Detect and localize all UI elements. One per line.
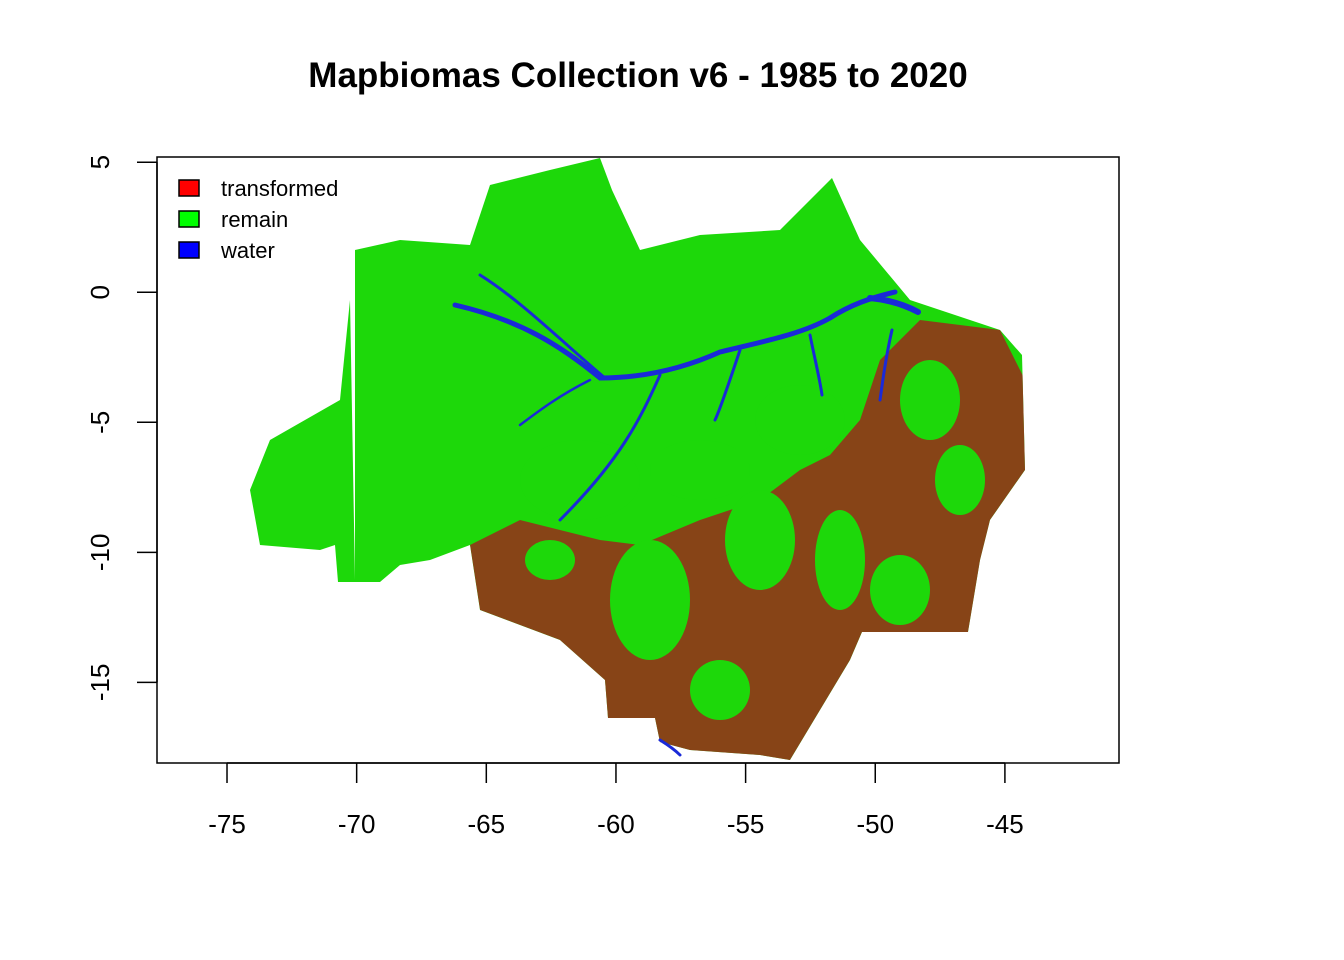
legend-label-remain: remain bbox=[221, 207, 288, 232]
x-tick-label: -70 bbox=[338, 809, 376, 839]
river-purus bbox=[518, 378, 592, 427]
river-madeira bbox=[558, 373, 662, 522]
water-rivers bbox=[452, 273, 921, 757]
remain-patch-5 bbox=[520, 440, 640, 520]
x-tick-label: -45 bbox=[986, 809, 1024, 839]
remain-patch-1 bbox=[610, 540, 690, 660]
legend-swatch-remain bbox=[178, 210, 200, 228]
legend: transformed remain water bbox=[178, 176, 338, 263]
river-negro bbox=[478, 273, 607, 380]
y-tick-label: -5 bbox=[85, 411, 115, 434]
y-tick-label: -15 bbox=[85, 664, 115, 702]
y-tick-label: 0 bbox=[85, 285, 115, 299]
river-south bbox=[658, 738, 682, 757]
y-axis: 5 0 -5 -10 -15 bbox=[85, 155, 158, 702]
x-axis: -75 -70 -65 -60 -55 -50 -45 bbox=[208, 762, 1024, 839]
river-mouth bbox=[867, 295, 921, 315]
remain-patch-6 bbox=[650, 440, 750, 500]
x-tick-label: -65 bbox=[468, 809, 506, 839]
legend-label-water: water bbox=[220, 238, 275, 263]
remain-patch-3 bbox=[725, 490, 795, 590]
x-tick-label: -60 bbox=[597, 809, 635, 839]
river-tapajos bbox=[713, 348, 742, 422]
legend-swatch-water bbox=[178, 241, 200, 259]
river-tocantins bbox=[878, 328, 894, 402]
remain-patches bbox=[520, 360, 985, 720]
x-tick-label: -50 bbox=[856, 809, 894, 839]
river-xingu bbox=[808, 333, 824, 397]
river-amazon bbox=[452, 289, 898, 381]
remain-patch-10 bbox=[870, 555, 930, 625]
remain-patch-7 bbox=[815, 510, 865, 610]
y-tick-label: -10 bbox=[85, 534, 115, 572]
x-tick-label: -75 bbox=[208, 809, 246, 839]
y-tick-label: 5 bbox=[85, 155, 115, 169]
remain-patch-4 bbox=[900, 360, 960, 440]
remain-patch-8 bbox=[935, 445, 985, 515]
x-tick-label: -55 bbox=[727, 809, 765, 839]
chart-title: Mapbiomas Collection v6 - 1985 to 2020 bbox=[308, 56, 968, 95]
remain-patch-11 bbox=[525, 540, 575, 580]
legend-swatch-transformed bbox=[178, 179, 200, 197]
remain-patch-2 bbox=[755, 385, 845, 455]
remain-patch-9 bbox=[690, 660, 750, 720]
land-cover-map bbox=[250, 158, 1025, 760]
legend-label-transformed: transformed bbox=[221, 176, 338, 201]
